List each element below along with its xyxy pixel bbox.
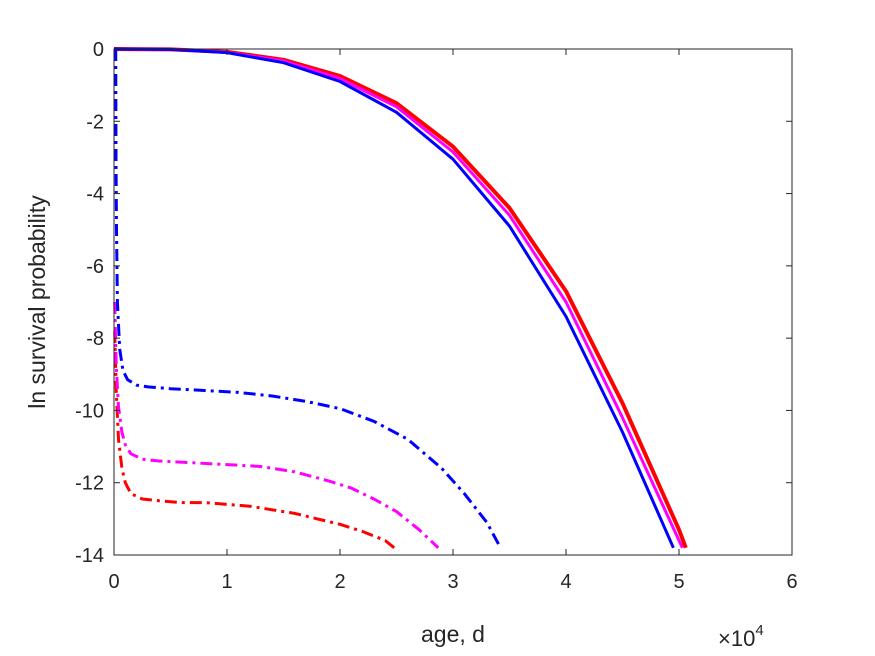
y-tick-label: -14 [75,545,104,567]
series-layer [113,47,688,549]
x-tick-label: 5 [673,571,684,593]
tick-label-layer: 0 1 2 3 4 5 6 0 -2 -4 -6 -8 -10 -12 -14 [75,39,797,593]
x-exponent-base: ×10 [718,626,755,651]
x-tick-label: 4 [560,571,571,593]
series-line-6 [114,48,502,549]
x-tick-label: 1 [221,571,232,593]
x-tick-label: 2 [334,571,345,593]
x-exponent-label: ×104 [718,622,764,651]
x-tick-label: 6 [786,571,797,593]
tick-layer [113,48,793,556]
y-tick-label: -12 [75,473,104,495]
plot-area [114,49,792,555]
series-line-5 [113,301,440,549]
x-exponent-power: 4 [755,622,763,639]
y-tick-label: -4 [86,184,104,206]
y-axis-label: ln survival probability [24,195,50,409]
series-line-3 [113,47,675,549]
y-tick-label: 0 [93,39,104,61]
x-tick-label: 0 [108,571,119,593]
y-tick-label: -10 [75,400,104,422]
y-tick-label: -8 [86,328,104,350]
series-line-4 [113,330,396,549]
x-tick-label: 3 [447,571,458,593]
y-tick-label: -6 [86,256,104,278]
y-tick-label: -2 [86,111,104,133]
x-axis-label: age, d [421,621,485,647]
